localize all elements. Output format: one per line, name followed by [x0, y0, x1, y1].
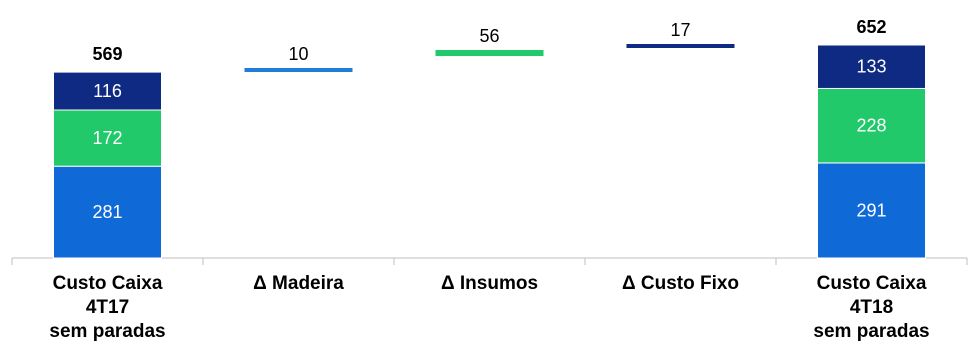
- segment-value-label: 291: [856, 200, 886, 220]
- segment-value-label: 116: [93, 81, 122, 101]
- stacked-segment-4-0: [817, 162, 926, 259]
- delta-bar-3: [626, 44, 735, 48]
- data-labels-layer: 281 172 116 569 291 228 133 652 10 56 17: [92, 17, 886, 222]
- category-label: Δ Madeira: [253, 273, 344, 294]
- segment-value-label: 228: [856, 116, 886, 136]
- category-label: Custo Caixa 4T18 sem paradas: [813, 273, 930, 342]
- stacked-segment-0-2: [53, 71, 162, 111]
- stacked-segment-4-1: [817, 87, 926, 164]
- delta-bar-2: [435, 50, 544, 57]
- stacked-segment-0-1: [53, 109, 162, 167]
- category-label: Custo Caixa 4T17 sem paradas: [49, 273, 166, 342]
- segment-value-label: 133: [856, 57, 886, 77]
- delta-value-label: 17: [670, 20, 690, 40]
- delta-bar-1: [244, 68, 353, 72]
- stacked-segment-0-0: [53, 165, 162, 259]
- x-axis-ticks: [11, 258, 968, 265]
- total-value-label: 569: [92, 44, 122, 64]
- category-label: Δ Custo Fixo: [621, 273, 740, 294]
- bars-layer: [53, 44, 926, 259]
- delta-value-label: 56: [479, 26, 499, 46]
- category-label: Δ Insumos: [440, 273, 539, 294]
- total-value-label: 652: [856, 17, 886, 37]
- segment-value-label: 172: [92, 128, 122, 148]
- stacked-segment-4-2: [817, 44, 926, 89]
- segment-value-label: 281: [92, 202, 122, 222]
- delta-value-label: 10: [288, 44, 308, 64]
